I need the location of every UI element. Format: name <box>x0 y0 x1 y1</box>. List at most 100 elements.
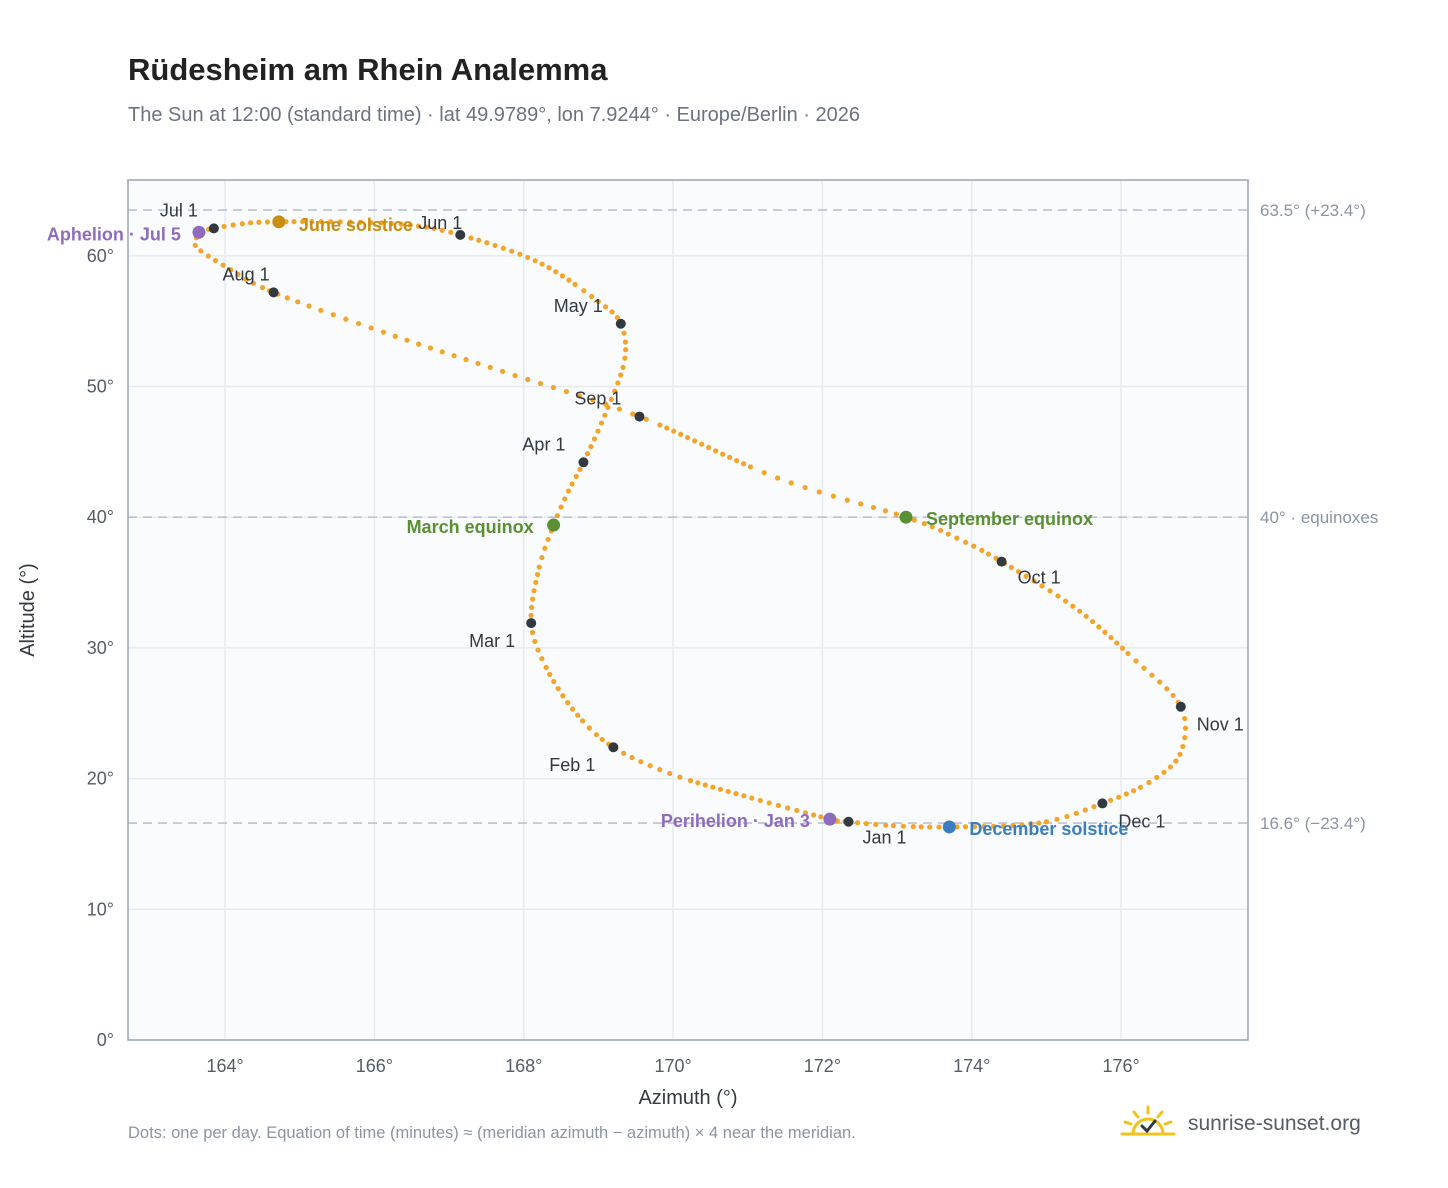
daily-dot <box>830 493 836 499</box>
daily-dot <box>695 780 701 786</box>
daily-dot <box>622 339 629 345</box>
daily-dot <box>1137 784 1144 790</box>
daily-dot <box>368 219 374 226</box>
daily-dot <box>927 824 933 830</box>
daily-dot <box>890 823 896 829</box>
daily-dot <box>547 671 553 678</box>
y-tick-label: 10° <box>87 899 114 919</box>
daily-dot <box>1090 618 1096 625</box>
daily-dot <box>863 820 869 827</box>
daily-dot <box>463 356 469 363</box>
daily-dot <box>595 428 601 434</box>
daily-dot <box>749 795 755 801</box>
daily-dot <box>318 307 324 313</box>
daily-dot <box>963 539 969 545</box>
plot-frame <box>127 179 1249 1041</box>
daily-dot <box>300 218 306 225</box>
daily-dot <box>537 380 544 387</box>
daily-dot <box>1039 583 1045 589</box>
chart-title: Rüdesheim am Rhein Analemma <box>128 52 608 87</box>
daily-dot <box>741 793 747 799</box>
daily-dot <box>985 551 992 557</box>
month-label-oct-1: Oct 1 <box>1018 568 1061 588</box>
daily-dot <box>623 347 629 353</box>
daily-dot <box>761 470 767 476</box>
daily-dot <box>559 273 566 279</box>
daily-dot <box>757 797 763 804</box>
daily-dot <box>1125 650 1131 657</box>
daily-dot <box>1028 821 1034 827</box>
daily-dot <box>643 416 649 422</box>
daily-dot <box>439 227 445 233</box>
daily-dot <box>1141 665 1147 671</box>
daily-dot <box>1083 613 1089 619</box>
daily-dot <box>692 438 698 444</box>
daily-dot <box>883 822 889 828</box>
daily-dot <box>539 261 545 267</box>
daily-dot <box>532 638 538 645</box>
brand[interactable]: sunrise-sunset.org <box>1120 1102 1361 1146</box>
event-label-aphelion-jul-5: Aphelion · Jul 5 <box>47 224 181 244</box>
daily-dot <box>566 277 572 283</box>
event-marker-december-solstice <box>942 820 956 834</box>
daily-dot <box>1070 603 1076 609</box>
x-tick-label: 176° <box>1102 1056 1139 1076</box>
daily-dot <box>1082 807 1088 813</box>
daily-dot <box>230 222 236 228</box>
daily-dot <box>528 612 534 619</box>
daily-dot <box>1108 797 1114 803</box>
daily-dot <box>530 596 536 602</box>
daily-dot <box>551 678 557 685</box>
event-marker-march-equinox <box>547 518 561 532</box>
daily-dot <box>347 219 353 225</box>
brand-name[interactable]: sunrise-sunset.org <box>1188 1112 1361 1135</box>
daily-dot <box>593 732 600 738</box>
daily-dot <box>228 267 234 273</box>
daily-dot <box>775 802 782 809</box>
daily-dot <box>388 220 395 226</box>
daily-dot <box>657 422 663 428</box>
daily-dot <box>584 451 591 457</box>
daily-dot <box>517 251 523 257</box>
daily-dot <box>1130 788 1137 794</box>
daily-dot <box>713 448 719 454</box>
daily-dot <box>259 284 266 291</box>
daily-dot <box>1036 820 1042 826</box>
daily-dot <box>1133 658 1139 664</box>
daily-dot <box>605 404 611 411</box>
daily-dot <box>1164 686 1170 692</box>
daily-dot <box>355 320 362 327</box>
month-marker-apr-1 <box>578 457 589 468</box>
daily-dot <box>1180 743 1186 750</box>
daily-dot <box>657 767 663 773</box>
daily-dot <box>247 220 254 226</box>
daily-dot <box>291 219 297 225</box>
month-label-aug-1: Aug 1 <box>223 264 270 284</box>
daily-dot <box>590 397 596 403</box>
daily-dot <box>1096 624 1102 630</box>
month-marker-aug-1 <box>268 287 279 298</box>
x-tick-label: 170° <box>654 1056 691 1076</box>
y-tick-label: 30° <box>87 638 114 658</box>
daily-dot <box>577 466 583 472</box>
daily-dot <box>198 248 204 254</box>
event-markers: Aphelion · Jul 5 June solstice March equin… <box>47 215 1129 839</box>
daily-dot <box>586 725 592 731</box>
daily-dot <box>576 393 583 399</box>
daily-dot <box>1182 735 1188 741</box>
daily-dot <box>936 824 942 830</box>
daily-dot <box>492 242 498 249</box>
daily-dot <box>239 221 245 227</box>
y-tick-label: 40° <box>87 507 114 527</box>
daily-dot <box>1019 822 1025 828</box>
daily-dot <box>542 545 548 551</box>
daily-dot <box>295 299 301 305</box>
daily-dot <box>667 770 673 777</box>
daily-dot <box>785 805 791 811</box>
daily-dot <box>893 511 899 517</box>
footnote: Dots: one per day. Equation of time (min… <box>128 1124 856 1142</box>
month-marker-feb-1 <box>608 742 619 753</box>
daily-dot <box>407 222 413 228</box>
daily-dot <box>971 543 977 549</box>
event-label-march-equinox: March equinox <box>407 517 534 537</box>
